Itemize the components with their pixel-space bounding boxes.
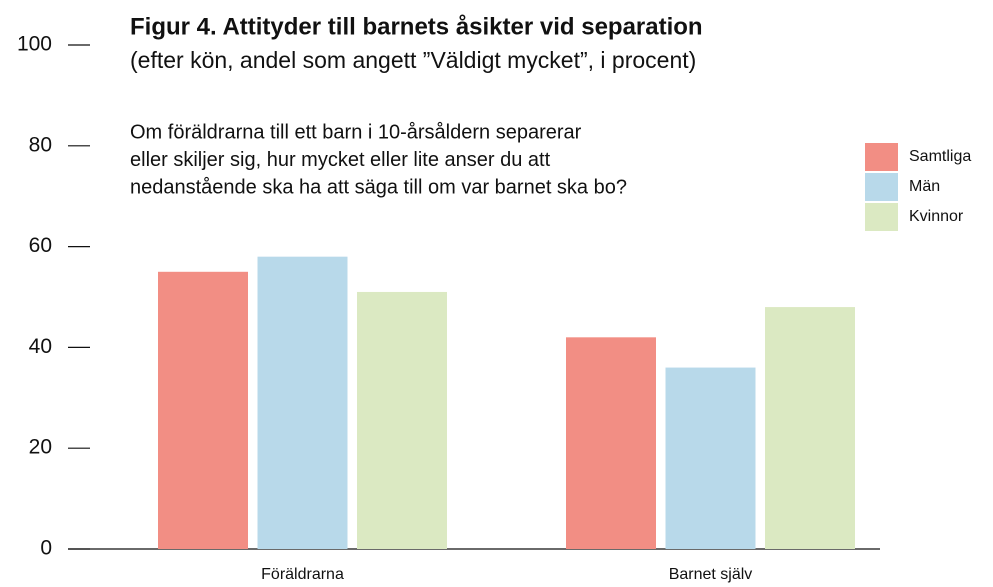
annotation: nedanstående ska ha att säga till om var… bbox=[130, 176, 627, 198]
y-tick-label: 40 bbox=[29, 335, 52, 358]
bar bbox=[566, 337, 656, 549]
y-tick-label: 60 bbox=[29, 234, 52, 257]
legend-label: Män bbox=[909, 178, 940, 195]
x-tick-label: Barnet själv bbox=[669, 566, 753, 583]
legend-swatch bbox=[865, 143, 898, 171]
legend-label: Kvinnor bbox=[909, 208, 964, 225]
legend-label: Samtliga bbox=[909, 148, 971, 165]
y-tick-label: 100 bbox=[17, 33, 52, 56]
chart-title: Figur 4. Attityder till barnets åsikter … bbox=[130, 13, 703, 40]
bar bbox=[257, 256, 348, 549]
annotation: eller skiljer sig, hur mycket eller lite… bbox=[130, 149, 551, 171]
legend-swatch bbox=[865, 173, 898, 201]
bar bbox=[158, 271, 248, 549]
bar bbox=[665, 367, 756, 549]
chart-subtitle: (efter kön, andel som angett ”Väldigt my… bbox=[130, 47, 696, 73]
x-tick-label: Föräldrarna bbox=[261, 566, 344, 583]
y-tick-label: 0 bbox=[40, 537, 52, 560]
bar bbox=[357, 291, 447, 549]
legend-swatch bbox=[865, 203, 898, 231]
y-tick-label: 80 bbox=[29, 133, 52, 156]
bar bbox=[765, 307, 855, 549]
annotation: Om föräldrarna till ett barn i 10-årsåld… bbox=[130, 121, 582, 143]
y-tick-label: 20 bbox=[29, 436, 52, 459]
